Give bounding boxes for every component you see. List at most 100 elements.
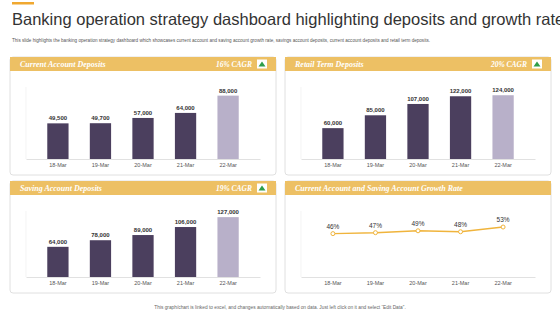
data-label: 64,000 xyxy=(49,239,68,245)
x-tick: 19-Mar xyxy=(92,159,110,168)
bar xyxy=(492,95,513,159)
bar xyxy=(132,118,153,159)
panel-frame xyxy=(285,181,551,293)
panel-frame xyxy=(285,57,551,175)
x-tick-label: 22-Mar xyxy=(494,280,512,286)
plot-area xyxy=(322,95,513,159)
panel-header xyxy=(285,181,551,195)
x-axis-line xyxy=(27,159,261,160)
data-label: 107,000 xyxy=(407,96,429,102)
x-tick-label: 18-Mar xyxy=(49,162,67,168)
bar xyxy=(90,240,111,277)
y-range-line xyxy=(26,87,27,159)
badge-box xyxy=(532,60,542,69)
plot-area xyxy=(47,217,238,277)
point xyxy=(373,231,377,235)
data-label: 46% xyxy=(326,223,339,230)
data-label: 89,000 xyxy=(134,227,153,233)
x-tick: 18-Mar xyxy=(324,277,342,286)
x-tick-label: 19-Mar xyxy=(367,162,385,168)
x-tick: 19-Mar xyxy=(367,159,385,168)
bar xyxy=(322,128,343,159)
data-label: 64,000 xyxy=(176,105,195,111)
data-label: 53% xyxy=(497,216,510,223)
x-tick-label: 19-Mar xyxy=(92,280,110,286)
accent-bar xyxy=(12,2,34,5)
badge-box xyxy=(257,184,267,193)
badge-icon xyxy=(259,186,266,191)
bar xyxy=(47,123,68,159)
point xyxy=(331,232,335,236)
x-tick-label: 19-Mar xyxy=(92,162,110,168)
panel-title: Saving Account Deposits xyxy=(20,184,102,193)
line xyxy=(333,227,503,234)
badge-icon xyxy=(534,62,541,67)
panel-header xyxy=(10,57,276,71)
bar xyxy=(175,113,196,159)
data-label: 60,000 xyxy=(324,120,343,126)
cagr-badge: 20% CAGR xyxy=(490,60,527,69)
panel-header xyxy=(10,181,276,195)
bar xyxy=(175,227,196,277)
badge-box xyxy=(257,60,267,69)
data-label: 47% xyxy=(369,222,382,229)
x-tick: 18-Mar xyxy=(324,159,342,168)
x-tick: 21-Mar xyxy=(452,159,470,168)
page-subtitle: This slide highlights the banking operat… xyxy=(12,38,430,43)
bar xyxy=(217,217,238,277)
x-tick: 20-Mar xyxy=(134,159,152,168)
bar xyxy=(47,247,68,277)
x-axis: 18-Mar 19-Mar 20-Mar 21-Mar 22-Mar xyxy=(302,159,536,168)
panel: Current Account Deposits16% CAGR49,50049… xyxy=(10,57,276,175)
x-axis-line xyxy=(27,277,261,278)
panel-frame xyxy=(10,57,276,175)
y-range-line xyxy=(26,211,27,277)
x-tick-label: 18-Mar xyxy=(324,162,342,168)
cagr-badge: 19% CAGR xyxy=(216,184,252,193)
data-label: 49,700 xyxy=(91,115,110,121)
bar xyxy=(450,96,471,159)
point xyxy=(416,229,420,233)
x-tick: 19-Mar xyxy=(92,277,110,286)
x-tick: 20-Mar xyxy=(409,277,427,286)
x-axis-line xyxy=(302,277,536,278)
panel-title: Current Account and Saving Account Growt… xyxy=(295,184,463,193)
data-label: 127,000 xyxy=(217,209,239,215)
x-tick-label: 22-Mar xyxy=(219,162,237,168)
x-tick-label: 20-Mar xyxy=(134,280,152,286)
x-tick-label: 22-Mar xyxy=(219,280,237,286)
panel: Retail Term Deposits20% CAGR60,00085,000… xyxy=(285,57,551,175)
data-label: 122,000 xyxy=(450,88,472,94)
y-range-line xyxy=(301,211,302,277)
panel-frame xyxy=(10,181,276,293)
x-axis: 18-Mar19-Mar20-Mar21-Mar22-Mar xyxy=(302,277,536,286)
x-tick: 22-Mar xyxy=(494,159,512,168)
data-label: 49,500 xyxy=(49,115,68,121)
x-tick-label: 20-Mar xyxy=(409,162,427,168)
x-tick-label: 18-Mar xyxy=(49,280,67,286)
x-tick-label: 21-Mar xyxy=(452,162,470,168)
panel-title: Retail Term Deposits xyxy=(294,60,364,69)
x-tick: 21-Mar xyxy=(177,277,195,286)
x-tick-label: 20-Mar xyxy=(409,280,427,286)
panel: Current Account and Saving Account Growt… xyxy=(285,181,551,293)
bar xyxy=(407,104,428,159)
bar xyxy=(365,115,386,159)
x-tick-label: 20-Mar xyxy=(134,162,152,168)
x-axis: 18-Mar 19-Mar 20-Mar 21-Mar 22-Mar xyxy=(27,277,261,286)
plot-area xyxy=(47,96,238,159)
badge-icon xyxy=(259,62,266,67)
x-tick: 22-Mar xyxy=(219,159,237,168)
x-tick: 20-Mar xyxy=(409,159,427,168)
x-tick-label: 22-Mar xyxy=(494,162,512,168)
x-tick: 20-Mar xyxy=(134,277,152,286)
footnote: This graph/chart is linked to excel, and… xyxy=(154,305,405,310)
x-tick-label: 18-Mar xyxy=(324,280,342,286)
page-title: Banking operation strategy dashboard hig… xyxy=(12,10,560,28)
data-label: 48% xyxy=(454,221,467,228)
x-tick: 22-Mar xyxy=(494,277,512,286)
y-range-line xyxy=(301,87,302,159)
x-tick: 21-Mar xyxy=(452,277,470,286)
x-tick: 21-Mar xyxy=(177,159,195,168)
panel-title: Current Account Deposits xyxy=(20,60,106,69)
